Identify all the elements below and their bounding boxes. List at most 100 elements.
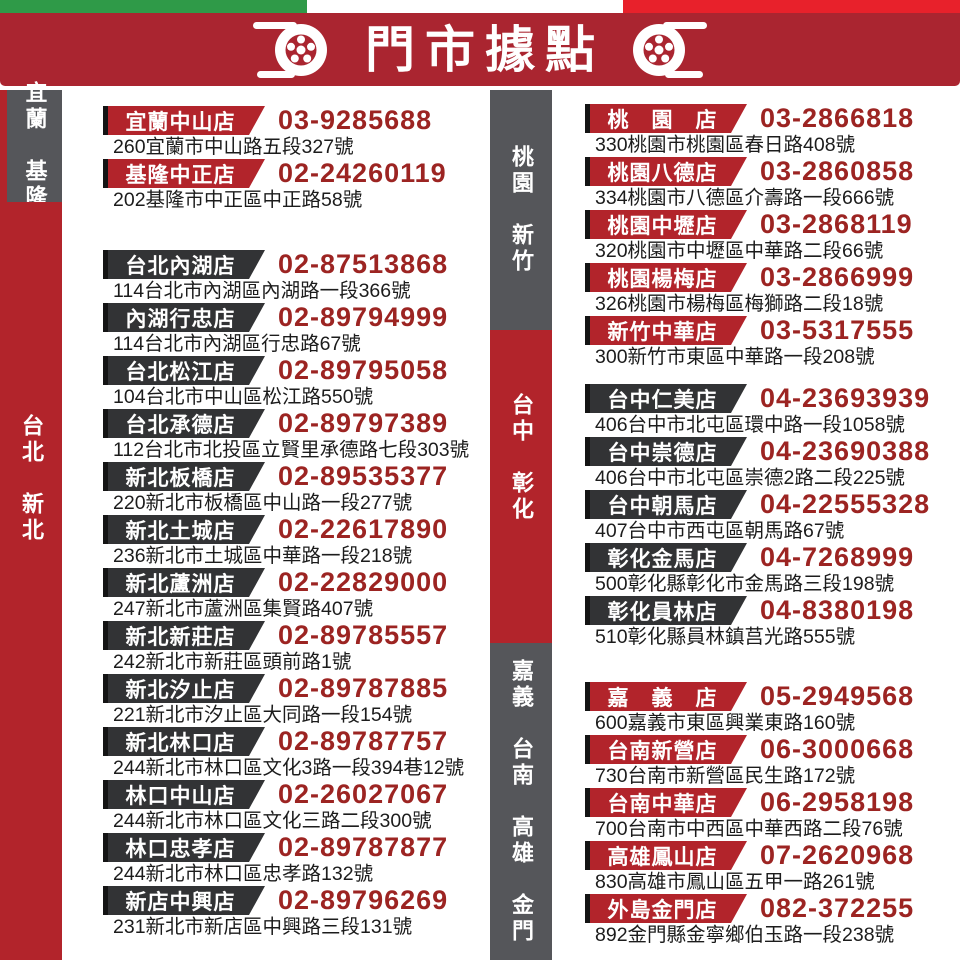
store-phone: 02-89787885 [278, 673, 449, 703]
store-address: 320桃園市中壢區中華路二段66號 [595, 240, 884, 262]
store-name: 台北松江店 [125, 360, 236, 384]
store-entry: 新店中興店 02-89796269 231新北市新店區中興路三段131號 [103, 886, 490, 939]
store-phone: 03-5317555 [760, 315, 915, 345]
region-segment-taoyuan-hsinchu: 桃園 新竹 [490, 90, 552, 330]
region-segment-chiayi-tainan-kaohsiung-kinmen: 嘉義 台南 高雄 金門 [490, 643, 552, 960]
store-address: 700台南市中西區中華西路二段76號 [595, 818, 903, 840]
store-entry-head: 新北板橋店 02-89535377 [103, 462, 490, 491]
store-name: 新北板橋店 [125, 466, 236, 490]
store-address: 231新北市新店區中興路三段131號 [113, 916, 413, 938]
store-phone: 04-22555328 [760, 489, 931, 519]
store-entry: 台南新營店 06-3000668 730台南市新營區民生路172號 [585, 735, 960, 788]
store-phone: 02-89785557 [278, 620, 449, 650]
store-phone: 02-89535377 [278, 461, 449, 491]
store-badge: 新北新莊店 [103, 621, 265, 650]
store-phone: 02-22829000 [278, 567, 449, 597]
store-badge: 台北承德店 [103, 409, 265, 438]
store-entry-head: 宜蘭中山店 03-9285688 [103, 106, 490, 135]
store-name: 宜蘭中山店 [125, 110, 236, 134]
store-group-taoyuan-hsinchu: 桃 園 店 03-2866818 330桃園市桃園區春日路408號 桃園八德店 … [585, 104, 960, 369]
store-address: 244新北市林口區文化三路二段300號 [113, 810, 432, 832]
store-name: 新店中興店 [125, 890, 236, 914]
store-entry: 台中朝馬店 04-22555328 407台中市西屯區朝馬路67號 [585, 490, 960, 543]
store-badge: 基隆中正店 [103, 159, 265, 188]
store-entry-head: 新北汐止店 02-89787885 [103, 674, 490, 703]
store-badge: 桃 園 店 [585, 104, 747, 133]
store-address: 112台北市北投區立賢里承德路七段303號 [113, 439, 470, 461]
store-address: 407台中市西屯區朝馬路67號 [595, 520, 845, 542]
flag-green-segment [0, 0, 307, 13]
store-phone: 04-23690388 [760, 436, 931, 466]
store-name: 台南中華店 [607, 792, 718, 816]
store-phone: 03-2868119 [760, 209, 913, 239]
store-address: 326桃園市楊梅區梅獅路二段18號 [595, 293, 884, 315]
store-entry: 基隆中正店 02-24260119 202基隆市中正區中正路58號 [103, 159, 490, 212]
region-label: 桃園 新竹 [509, 145, 534, 275]
store-phone: 07-2620968 [760, 840, 915, 870]
store-entry: 新北蘆洲店 02-22829000 247新北市蘆洲區集賢路407號 [103, 568, 490, 621]
store-entry-head: 台南中華店 06-2958198 [585, 788, 960, 817]
store-phone: 082-372255 [760, 893, 915, 923]
region-label: 嘉義 台南 高雄 金門 [509, 658, 534, 945]
flag-white-segment [307, 0, 623, 13]
store-address: 510彰化縣員林鎮莒光路555號 [595, 626, 856, 648]
store-phone: 03-9285688 [278, 105, 433, 135]
store-entry: 台中仁美店 04-23693939 406台中市北屯區環中路一段1058號 [585, 384, 960, 437]
store-name: 新北土城店 [125, 519, 236, 543]
store-phone: 02-89796269 [278, 885, 449, 915]
store-phone: 02-87513868 [278, 249, 449, 279]
store-badge: 新北林口店 [103, 727, 265, 756]
store-entry: 林口中山店 02-26027067 244新北市林口區文化三路二段300號 [103, 780, 490, 833]
store-name: 嘉 義 店 [607, 686, 718, 710]
store-entry-head: 台北內湖店 02-87513868 [103, 250, 490, 279]
store-entry-head: 嘉 義 店 05-2949568 [585, 682, 960, 711]
store-entry-head: 桃園中壢店 03-2868119 [585, 210, 960, 239]
store-phone: 02-24260119 [278, 158, 447, 188]
store-address: 221新北市汐止區大同路一段154號 [113, 704, 413, 726]
store-entry-head: 桃 園 店 03-2866818 [585, 104, 960, 133]
store-badge: 嘉 義 店 [585, 682, 747, 711]
store-name: 內湖行忠店 [125, 307, 236, 331]
store-name: 台南新營店 [607, 739, 718, 763]
store-address: 300新竹市東區中華路一段208號 [595, 346, 875, 368]
store-address: 202基隆市中正區中正路58號 [113, 189, 363, 211]
store-badge: 新北蘆洲店 [103, 568, 265, 597]
flag-red-segment [623, 0, 960, 13]
store-badge: 桃園中壢店 [585, 210, 747, 239]
store-phone: 03-2866999 [760, 262, 915, 292]
store-entry: 台中崇德店 04-23690388 406台中市北屯區崇德2路二段225號 [585, 437, 960, 490]
store-entry: 彰化金馬店 04-7268999 500彰化縣彰化市金馬路三段198號 [585, 543, 960, 596]
store-phone: 02-26027067 [278, 779, 449, 809]
italian-flag-strip [0, 0, 960, 13]
store-badge: 彰化金馬店 [585, 543, 747, 572]
region-label: 宜蘭 基隆 [22, 81, 48, 211]
store-phone: 06-3000668 [760, 734, 915, 764]
store-entry: 新北林口店 02-89787757 244新北市林口區文化3路一段394巷12號 [103, 727, 490, 780]
store-address: 330桃園市桃園區春日路408號 [595, 134, 856, 156]
region-segment-taipei-newtaipei: 台北 新北 [0, 202, 62, 960]
store-badge: 高雄鳳山店 [585, 841, 747, 870]
store-name: 桃園中壢店 [607, 214, 718, 238]
store-badge: 台南中華店 [585, 788, 747, 817]
store-phone: 06-2958198 [760, 787, 915, 817]
header-band: 門市據點 [0, 13, 960, 86]
store-phone: 02-89797389 [278, 408, 449, 438]
store-address: 114台北市內湖區內湖路一段366號 [113, 280, 411, 302]
store-badge: 宜蘭中山店 [103, 106, 265, 135]
store-name: 台中朝馬店 [607, 494, 718, 518]
store-entry-head: 新北土城店 02-22617890 [103, 515, 490, 544]
store-entry-head: 桃園楊梅店 03-2866999 [585, 263, 960, 292]
store-entry-head: 新北蘆洲店 02-22829000 [103, 568, 490, 597]
store-entry: 嘉 義 店 05-2949568 600嘉義市東區興業東路160號 [585, 682, 960, 735]
store-name: 彰化員林店 [607, 600, 718, 624]
store-entry-head: 新竹中華店 03-5317555 [585, 316, 960, 345]
store-entry: 宜蘭中山店 03-9285688 260宜蘭市中山路五段327號 [103, 106, 490, 159]
store-column-right: 桃 園 店 03-2866818 330桃園市桃園區春日路408號 桃園八德店 … [585, 104, 960, 947]
store-entry-head: 新店中興店 02-89796269 [103, 886, 490, 915]
store-entry: 台北承德店 02-89797389 112台北市北投區立賢里承德路七段303號 [103, 409, 490, 462]
store-entry-head: 彰化金馬店 04-7268999 [585, 543, 960, 572]
store-name: 桃園楊梅店 [607, 267, 718, 291]
store-entry: 桃園中壢店 03-2868119 320桃園市中壢區中華路二段66號 [585, 210, 960, 263]
store-entry: 內湖行忠店 02-89794999 114台北市內湖區行忠路67號 [103, 303, 490, 356]
store-address: 830高雄市鳳山區五甲一路261號 [595, 871, 875, 893]
